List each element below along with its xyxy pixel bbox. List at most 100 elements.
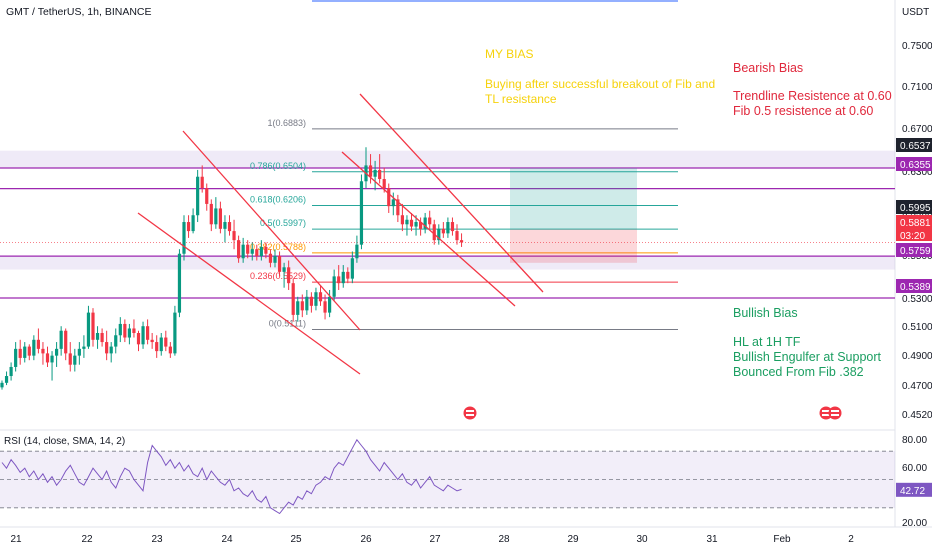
- candle: [432, 219, 436, 245]
- time-axis[interactable]: 21 22 23 24 25 26 27 28 29 30 31 Feb 2: [10, 534, 854, 545]
- bullish-line-3: Bounced From Fib .382: [733, 365, 864, 379]
- candle: [168, 342, 172, 358]
- price-axis-badge: 0.5759: [896, 243, 932, 257]
- candle: [337, 265, 341, 290]
- candle: [18, 339, 22, 365]
- candle: [232, 219, 236, 250]
- candle: [273, 249, 277, 268]
- candle: [446, 217, 450, 238]
- position-layer[interactable]: [510, 168, 637, 263]
- candle: [173, 305, 177, 356]
- svg-text:0.5759: 0.5759: [900, 246, 931, 257]
- time-tick-label: 25: [290, 534, 302, 545]
- candle: [100, 328, 104, 347]
- candle: [14, 342, 18, 372]
- candle: [196, 169, 200, 223]
- my-bias-line-1: Buying after successful breakout of Fib …: [485, 77, 715, 91]
- my-bias-line-2: TL resistance: [485, 92, 557, 106]
- svg-text:0.6537: 0.6537: [900, 141, 931, 152]
- candle: [382, 167, 386, 193]
- candle: [105, 330, 109, 361]
- candle: [268, 249, 273, 268]
- rsi-tick-label: 20.00: [902, 518, 927, 529]
- candle: [423, 212, 427, 234]
- candle: [264, 242, 268, 259]
- candle: [378, 154, 382, 184]
- rsi-legend: RSI (14, close, SMA, 14, 2): [4, 436, 125, 447]
- candle: [437, 224, 441, 245]
- candle: [277, 251, 282, 277]
- svg-text:0.6355: 0.6355: [900, 160, 931, 171]
- event-markers[interactable]: [463, 406, 842, 420]
- time-tick-label: 29: [567, 534, 579, 545]
- candle: [209, 199, 213, 232]
- candle: [200, 165, 204, 193]
- price-axis-badge: 0.6537: [896, 138, 932, 152]
- long-position-target[interactable]: [510, 168, 637, 230]
- svg-text:42.72: 42.72: [900, 486, 925, 497]
- rsi-value-badge: 42.72: [896, 482, 932, 497]
- candle: [409, 212, 414, 232]
- candle: [36, 328, 40, 354]
- event-flag-icon[interactable]: [463, 406, 477, 420]
- price-tick-label: 0.5300: [902, 294, 932, 305]
- candle: [86, 305, 91, 349]
- candle: [428, 210, 432, 229]
- price-tick-label: 0.5100: [902, 322, 932, 333]
- time-tick-label: Feb: [773, 534, 791, 545]
- candle: [191, 208, 195, 234]
- fib-level-label: 0.5(0.5997): [260, 218, 306, 228]
- fib-level-label: 0.382(0.5788): [250, 242, 306, 252]
- candle: [323, 294, 327, 320]
- trendlines-layer[interactable]: [137, 93, 544, 375]
- candle: [155, 335, 159, 358]
- candle: [55, 342, 59, 367]
- long-position-stop[interactable]: [510, 229, 637, 263]
- candle: [400, 203, 404, 232]
- candle: [455, 224, 459, 245]
- candle: [82, 335, 86, 358]
- price-axis-badge: 0.6355: [896, 157, 932, 171]
- event-flag-icon[interactable]: [819, 406, 833, 420]
- rsi-pane[interactable]: RSI (14, close, SMA, 14, 2) 80.00 60.00 20…: [0, 435, 932, 529]
- price-tick-label: 0.6700: [902, 124, 932, 135]
- candle: [118, 317, 122, 343]
- trendline-lower-1[interactable]: [137, 212, 361, 375]
- candle: [141, 321, 145, 349]
- trendline-lower-2[interactable]: [341, 151, 516, 307]
- trendline-upper-1[interactable]: [182, 130, 361, 331]
- candle: [405, 215, 409, 236]
- candle: [127, 323, 131, 345]
- price-tick-label: 0.4520: [902, 410, 932, 421]
- candle: [73, 348, 77, 372]
- candle: [309, 292, 313, 313]
- bearish-line-2: Fib 0.5 resistence at 0.60: [733, 104, 873, 118]
- time-tick-label: 30: [636, 534, 648, 545]
- candle: [4, 371, 9, 386]
- candle: [164, 330, 168, 352]
- candle: [177, 249, 182, 318]
- price-tick-label: 0.4900: [902, 351, 932, 362]
- candle: [182, 215, 186, 261]
- candle: [346, 267, 350, 284]
- event-flag-icon[interactable]: [828, 406, 842, 420]
- fib-level-label: 0.786(0.6504): [250, 161, 306, 171]
- candle: [0, 380, 4, 390]
- candle: [419, 217, 423, 236]
- time-tick-label: 24: [221, 534, 233, 545]
- bullish-line-2: Bullish Engulfer at Support: [733, 350, 882, 364]
- candle: [91, 308, 95, 347]
- candle: [132, 319, 136, 338]
- svg-text:0.5881: 0.5881: [900, 218, 931, 229]
- candle: [9, 362, 13, 381]
- candle: [241, 237, 245, 263]
- candle: [45, 346, 50, 367]
- time-tick-label: 26: [360, 534, 372, 545]
- price-tick-label: 0.6300: [902, 167, 932, 178]
- candle: [296, 296, 300, 322]
- price-axis-badge: 0.5995: [896, 200, 932, 214]
- fib-level-label: 1(0.6883): [267, 118, 306, 128]
- candle: [214, 197, 218, 229]
- trendline-upper-2[interactable]: [359, 93, 544, 293]
